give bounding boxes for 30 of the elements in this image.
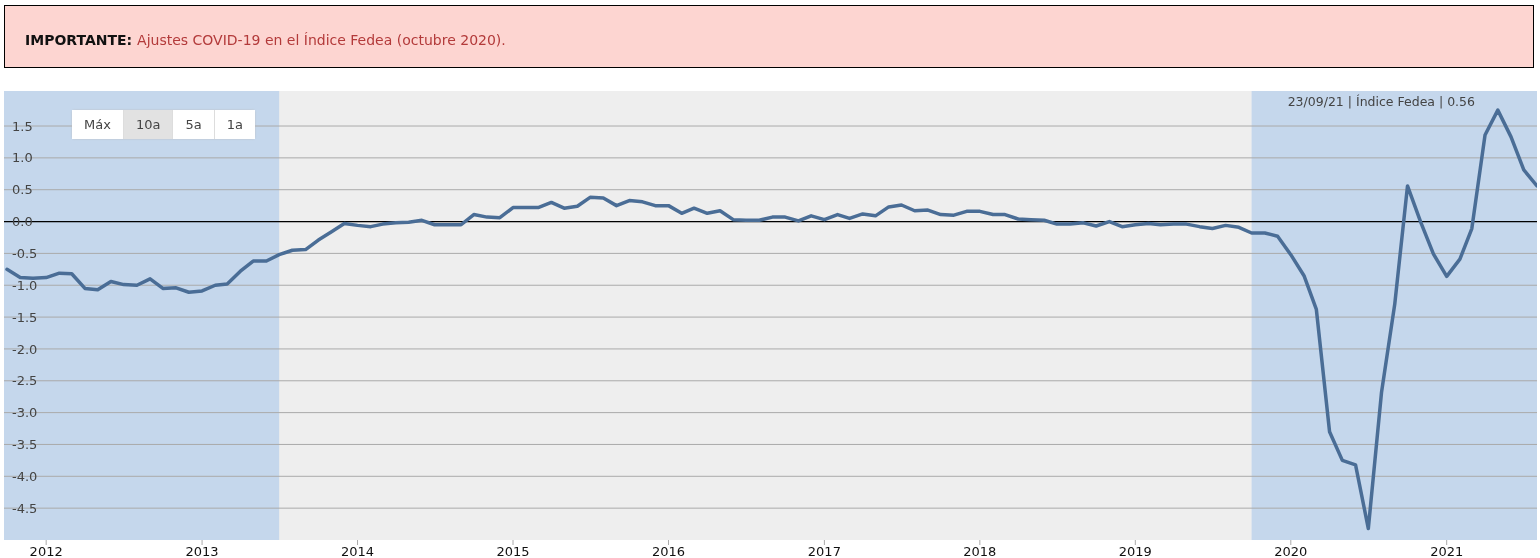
annotation: 5a [172,110,214,139]
y-tick-label: 0.5 [12,182,33,198]
y-tick-label: -3.5 [12,437,38,453]
y-tick-label: -0.5 [12,246,38,262]
line-series [5,108,1537,531]
x-tick-label: 2013 [185,544,219,558]
annotation: 23/09/21 | Índice Fedea | 0.56 [1286,94,1476,109]
x-tick-label: 2018 [963,544,997,558]
x-tick-label: 2017 [807,544,841,558]
y-tick-label: -4.5 [12,500,38,516]
x-tick-label: 2014 [340,544,375,558]
y-tick-label: 1.0 [12,150,33,166]
y-tick-label: -2.0 [12,341,38,357]
x-tick-label: 2012 [29,544,63,558]
y-tick-label: -1.0 [12,277,38,293]
y-tick-label: -4.0 [12,468,38,484]
x-tick-label: 2015 [496,544,530,558]
y-tick-label: -2.5 [12,373,38,389]
x-tick-label: 2019 [1118,544,1152,558]
x-tick-label: 2020 [1274,544,1308,558]
annotation: 10a [122,110,173,139]
chart-title: IMPORTANTE: [25,32,134,48]
x-tick-label: 2021 [1430,544,1464,558]
annotation: Máx [72,110,123,139]
y-tick-label: -1.5 [12,309,38,325]
y-tick-label: 1.5 [12,118,33,134]
chart-subtitle: Ajustes COVID-19 en el Índice Fedea (octubre 2020). [137,32,506,48]
y-tick-label: -3.0 [12,405,38,421]
annotation: 1a [213,110,255,139]
x-tick-label: 2016 [651,544,686,558]
